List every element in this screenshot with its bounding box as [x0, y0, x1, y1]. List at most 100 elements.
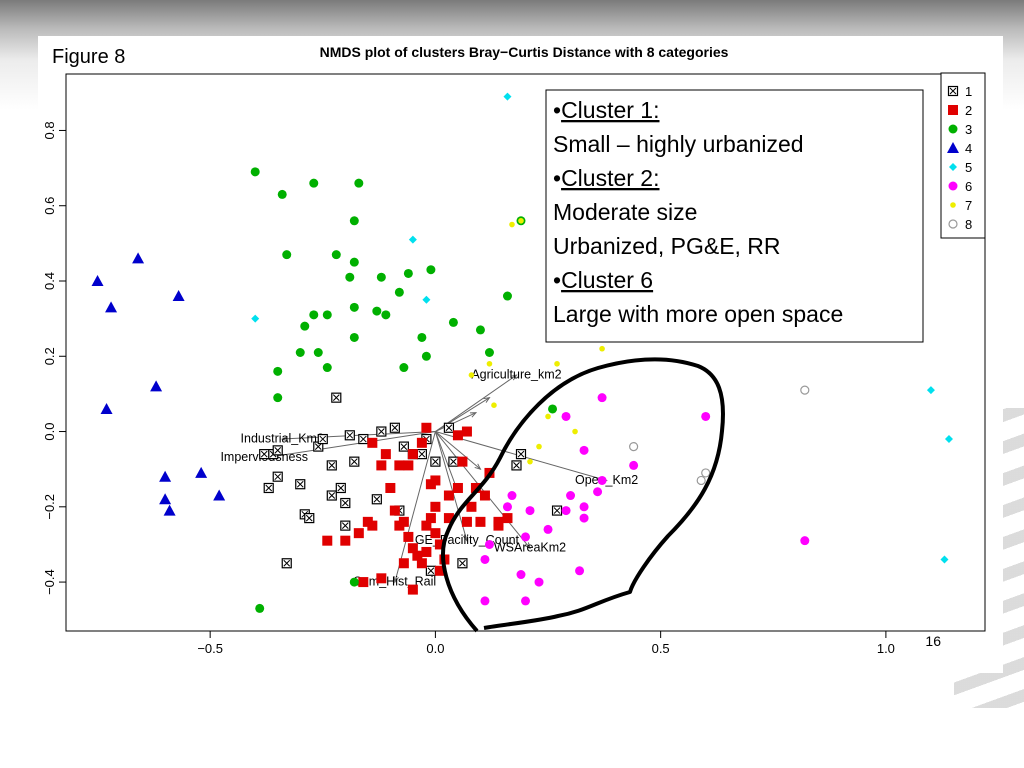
data-point-series-6 [579, 513, 589, 523]
x-tick-label: 0.0 [426, 641, 444, 656]
data-point-series-6 [561, 506, 571, 516]
annotation-text: Urbanized, PG&E, RR [553, 233, 781, 259]
data-point-series-2 [479, 490, 490, 501]
data-point-series-2 [407, 584, 418, 595]
data-point-series-6 [543, 524, 553, 534]
vector-arrowhead [393, 576, 399, 584]
data-point-series-2 [434, 565, 445, 576]
annotation-bullet: • [553, 165, 561, 191]
data-point-series-7 [599, 345, 605, 352]
data-point-series-3 [277, 189, 287, 199]
legend-marker-1-cross [949, 87, 957, 95]
data-point-series-2 [421, 546, 432, 557]
data-point-series-1-cross [328, 462, 336, 469]
data-point-series-3 [349, 257, 359, 267]
plot-frame [65, 73, 986, 632]
data-point-series-2 [403, 460, 414, 471]
data-point-series-3 [295, 348, 305, 357]
legend-marker-4 [947, 142, 959, 153]
data-point-series-5 [926, 386, 935, 395]
legend-label: 4 [965, 141, 972, 156]
data-point-series-3 [331, 250, 341, 260]
data-point-series-4 [163, 504, 176, 516]
series-2 [322, 422, 513, 595]
vector-arrow-line [394, 431, 436, 583]
annotation-line: •Cluster 2: [553, 165, 660, 191]
annotation-text: Moderate size [553, 199, 697, 225]
vector-arrowhead [474, 463, 482, 470]
vector-arrowhead [469, 412, 478, 418]
data-point-series-2 [367, 437, 378, 448]
data-point-series-2 [461, 426, 472, 437]
data-point-series-6 [480, 596, 490, 606]
figure-panel: Figure 8 NMDS plot of clusters Bray−Curt… [38, 36, 1003, 673]
data-point-series-2 [493, 520, 504, 531]
data-point-series-3 [426, 265, 436, 275]
data-point-series-4 [159, 493, 172, 505]
data-point-series-2 [443, 513, 454, 524]
data-point-series-2 [380, 449, 391, 460]
annotation-box: •Cluster 1:Small – highly urbanized•Clus… [545, 89, 924, 343]
data-point-series-2 [457, 456, 468, 467]
data-point-series-2 [430, 475, 441, 486]
data-point-series-2 [416, 558, 427, 569]
data-point-series-1-cross [373, 495, 381, 503]
data-point-series-1-cross [450, 458, 457, 465]
data-point-series-2 [322, 535, 333, 546]
annotation-line: Moderate size [553, 199, 697, 225]
data-point-series-8 [696, 475, 706, 486]
vector-arrowhead [280, 436, 289, 442]
y-tick-label: 0.4 [42, 272, 57, 290]
data-point-series-2 [362, 516, 373, 527]
vector-arrowhead [510, 374, 518, 381]
data-point-series-6 [521, 532, 530, 542]
series-7 [468, 217, 605, 465]
data-point-series-3 [322, 310, 332, 320]
data-point-series-3 [322, 363, 332, 373]
data-point-series-6 [502, 502, 512, 512]
data-point-series-2 [466, 501, 477, 512]
data-point-series-6 [516, 570, 526, 580]
legend-label: 8 [965, 217, 972, 232]
y-tick-label: −0.4 [42, 569, 57, 595]
axes: −0.5 0.0 0.5 1.0 −0.4 −0.2 0.0 0.2 0.4 0.6 0.8 [42, 121, 895, 656]
data-point-series-1-cross [274, 446, 282, 454]
vector-label: Open_Km2 [575, 473, 638, 487]
data-point-series-5 [940, 555, 949, 564]
data-point-series-6 [507, 491, 517, 501]
data-point-series-6 [484, 539, 494, 549]
data-point-series-5 [503, 92, 512, 101]
legend-label: 5 [965, 160, 972, 175]
y-tick-label: 0.6 [42, 197, 57, 215]
data-point-series-1-cross [350, 458, 358, 465]
data-point-series-1-cross [260, 450, 268, 458]
data-point-series-1-cross [359, 435, 367, 443]
data-point-series-6 [525, 506, 535, 516]
vector-arrow-line [435, 397, 490, 432]
data-point-series-2 [398, 558, 409, 569]
page-number: 16 [925, 633, 941, 649]
data-point-series-2 [470, 482, 481, 493]
legend-marker-5 [949, 163, 957, 171]
data-point-series-7 [527, 458, 533, 465]
series-3 [250, 167, 558, 613]
data-point-series-3 [448, 317, 458, 327]
data-point-series-3 [417, 332, 427, 342]
data-point-series-3 [282, 250, 292, 260]
data-point-series-2 [434, 539, 445, 550]
data-point-series-2 [389, 505, 400, 516]
data-point-series-3 [475, 325, 485, 335]
data-point-series-3 [300, 321, 310, 331]
data-point-series-3 [381, 310, 391, 320]
series-1 [259, 392, 563, 576]
data-point-series-2 [452, 482, 463, 493]
data-point-series-2 [430, 528, 441, 539]
data-point-series-2 [407, 449, 418, 460]
data-point-series-6 [701, 411, 711, 421]
data-point-series-1-cross [337, 484, 345, 492]
data-point-series-3 [309, 178, 319, 188]
annotation-bullet: • [553, 97, 561, 123]
x-tick-label: 0.5 [652, 641, 670, 656]
data-point-series-3 [349, 332, 359, 342]
data-point-series-2 [430, 501, 441, 512]
